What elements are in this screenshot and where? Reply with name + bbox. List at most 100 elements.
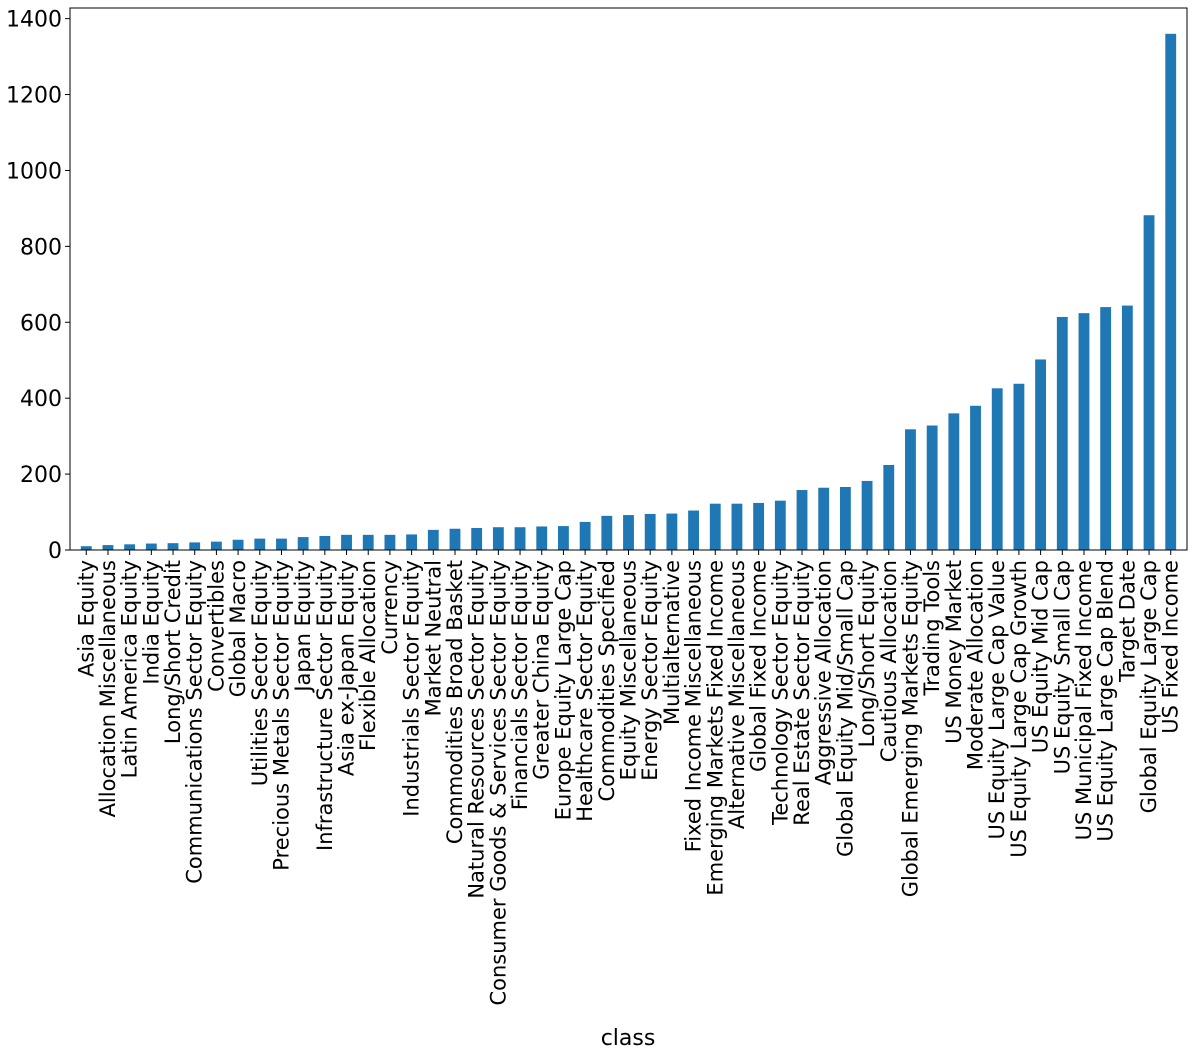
x-tick-label: US Municipal Fixed Income — [1072, 560, 1096, 840]
x-tick-label: Alternative Miscellaneous — [725, 560, 749, 829]
bar — [774, 500, 786, 550]
x-axis-label: class — [601, 1026, 656, 1051]
x-tick-label: Energy Sector Equity — [638, 560, 662, 781]
bar — [753, 502, 765, 550]
bar — [297, 537, 309, 550]
bar — [254, 538, 266, 550]
bar — [991, 388, 1003, 550]
bar — [818, 487, 830, 550]
x-tick-label: Real Estate Sector Equity — [790, 560, 814, 826]
x-tick-label: Utilities Sector Equity — [248, 560, 272, 786]
bar — [406, 534, 418, 550]
x-tick-label: Precious Metals Sector Equity — [269, 560, 293, 871]
bar — [709, 503, 721, 550]
x-tick-label: Global Emerging Markets Equity — [898, 560, 922, 897]
bar — [1100, 307, 1112, 550]
bar — [970, 405, 981, 550]
bar — [124, 544, 136, 550]
bar — [341, 534, 352, 550]
bar — [1165, 33, 1177, 551]
bar — [514, 527, 526, 550]
bar — [905, 429, 916, 550]
x-tick-label: Moderate Allocation — [964, 560, 988, 770]
bar-group — [80, 33, 1177, 551]
bar — [102, 545, 114, 550]
x-tick-label: Long/Short Credit — [161, 560, 185, 744]
x-tick-label: US Equity Small Cap — [1050, 560, 1074, 774]
y-axis-ticks: 0 200 400 600 800 1000 1200 1400 — [6, 8, 70, 564]
x-tick-label: Fixed Income Miscellaneous — [682, 560, 706, 852]
x-tick-label: Global Fixed Income — [747, 560, 771, 772]
bar — [319, 535, 331, 550]
x-tick-label: Equity Miscellaneous — [617, 560, 641, 780]
y-tick-label: 1400 — [6, 8, 62, 33]
x-tick-label: Commodities Specified — [595, 560, 619, 801]
bar — [80, 546, 92, 550]
x-tick-label: Latin America Equity — [118, 560, 142, 778]
bar — [926, 425, 938, 550]
bar — [1078, 313, 1090, 550]
bar — [883, 464, 895, 550]
x-tick-label: Convertibles — [204, 560, 228, 692]
bar — [492, 527, 504, 550]
bar — [839, 486, 851, 550]
bar — [623, 515, 634, 550]
x-tick-label: Long/Short Equity — [855, 560, 879, 747]
x-tick-label: Trading Tools — [920, 560, 944, 696]
bar — [579, 521, 591, 550]
bar — [471, 527, 483, 550]
bar — [1056, 316, 1068, 550]
x-tick-label: Market Neutral — [421, 560, 445, 716]
x-tick-label: US Money Market — [942, 560, 966, 744]
x-tick-label: Asia Equity — [74, 560, 98, 677]
x-tick-label: US Fixed Income — [1159, 560, 1183, 734]
x-tick-label: US Equity Large Cap Growth — [1007, 560, 1031, 858]
bar — [796, 490, 808, 550]
x-tick-label: Japan Equity — [291, 560, 315, 694]
bar — [232, 539, 244, 550]
x-tick-label: Global Macro — [226, 560, 250, 697]
x-tick-label: US Equity Large Cap Value — [985, 560, 1009, 839]
x-tick-label: Infrastructure Sector Equity — [313, 560, 337, 851]
x-tick-label: Allocation Miscellaneous — [96, 560, 120, 817]
x-tick-label: Industrials Sector Equity — [400, 560, 424, 817]
x-tick-label: Healthcare Sector Equity — [573, 560, 597, 822]
x-tick-label: Multialternative — [660, 560, 684, 725]
x-tick-label: Communications Sector Equity — [183, 560, 207, 884]
plot-frame — [69, 7, 1188, 551]
bar — [666, 513, 678, 550]
bar — [1035, 359, 1047, 550]
x-tick-label: Financials Sector Equity — [508, 560, 532, 810]
bar — [362, 534, 374, 550]
y-tick-label: 800 — [20, 235, 62, 260]
x-tick-label: Currency — [378, 560, 402, 655]
bar — [861, 480, 873, 550]
bar — [384, 534, 396, 550]
bar — [688, 510, 699, 550]
bar — [1121, 305, 1133, 550]
bar — [1143, 215, 1155, 551]
bar — [427, 529, 439, 550]
y-tick-label: 400 — [20, 387, 62, 412]
x-tick-label: Natural Resources Sector Equity — [465, 560, 489, 899]
bar — [449, 528, 461, 550]
y-tick-label: 1200 — [6, 84, 62, 109]
bar — [601, 515, 613, 550]
bar — [276, 538, 287, 550]
x-tick-label: Consumer Goods & Services Sector Equity — [486, 560, 510, 1006]
bar — [1013, 383, 1025, 550]
x-tick-label: Aggressive Allocation — [812, 560, 836, 785]
y-tick-label: 200 — [20, 463, 62, 488]
y-tick-label: 0 — [48, 539, 62, 564]
x-tick-label: US Equity Mid Cap — [1029, 560, 1053, 753]
bar — [167, 543, 179, 550]
x-tick-label: Cautious Allocation — [877, 560, 901, 762]
y-tick-label: 600 — [20, 311, 62, 336]
bar — [558, 526, 569, 550]
x-tick-label: Commodities Broad Basket — [443, 560, 467, 844]
x-tick-label: Global Equity Large Cap — [1137, 560, 1161, 813]
x-tick-label: Global Equity Mid/Small Cap — [833, 560, 857, 857]
bar — [644, 513, 656, 550]
